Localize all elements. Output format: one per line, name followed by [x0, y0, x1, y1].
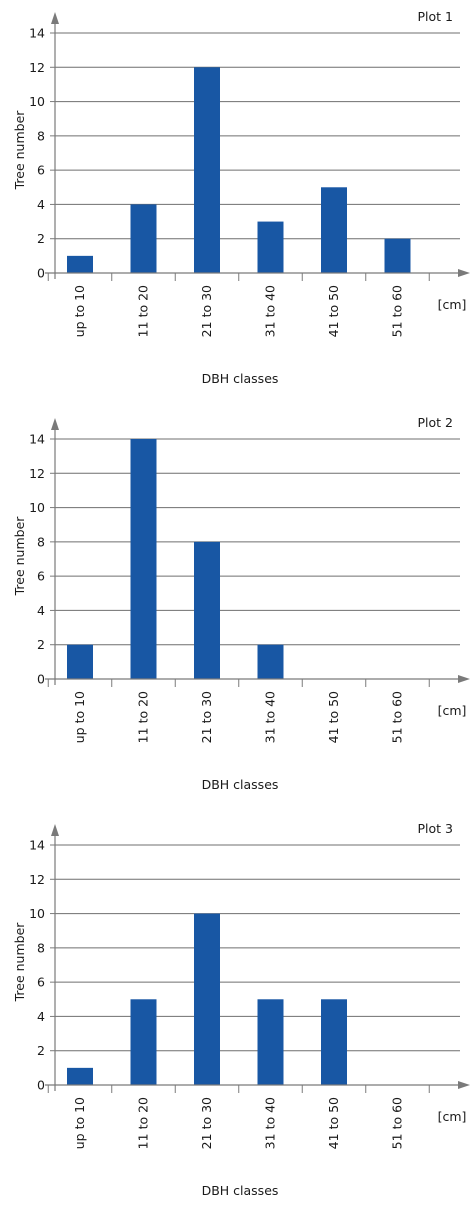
bar-11-to-20: [130, 439, 157, 679]
y-tick-label: 4: [37, 1009, 45, 1024]
x-tick-label: up to 10: [72, 1097, 87, 1149]
chart-title: Plot 1: [418, 9, 454, 24]
bar-up-to-10: [67, 1067, 93, 1085]
x-tick-label: 41 to 50: [326, 285, 341, 337]
y-axis-arrow-icon: [51, 12, 59, 24]
gridlines: [55, 32, 460, 240]
bar-31-to-40: [257, 999, 284, 1085]
y-tick-label: 2: [37, 637, 45, 652]
bars: [67, 439, 284, 679]
x-axis-title: DBH classes: [202, 777, 279, 792]
y-tick-label: 14: [29, 838, 45, 853]
x-tick-labels: up to 10 11 to 20 21 to 30 31 to 40 41 to 50…: [72, 1097, 405, 1149]
bar-31-to-40: [257, 221, 284, 273]
bar-chart-plot-3: 0 2 4 6 8 10 12 14 up to 10 11 to 20 21 to 30 31 to…: [12, 821, 470, 1198]
y-tick-labels: 0 2 4 6 8 10 12 14: [29, 838, 55, 1093]
y-axis-arrow-icon: [51, 418, 59, 430]
bar-41-to-50: [321, 999, 347, 1085]
y-tick-label: 6: [37, 569, 45, 584]
x-tick-label: up to 10: [72, 691, 87, 743]
y-tick-label: 12: [29, 872, 45, 887]
y-tick-label: 4: [37, 603, 45, 618]
x-tick-label: 31 to 40: [263, 691, 278, 743]
y-tick-label: 10: [29, 94, 45, 109]
x-tick-label: 41 to 50: [326, 1097, 341, 1149]
y-tick-label: 8: [37, 940, 45, 955]
x-tick-label: 21 to 30: [199, 285, 214, 337]
y-tick-label: 4: [37, 197, 45, 212]
bar-21-to-30: [194, 913, 220, 1085]
x-axis-title: DBH classes: [202, 371, 279, 386]
x-tick-marks: [47, 273, 430, 281]
y-tick-label: 2: [37, 1043, 45, 1058]
x-tick-label: 31 to 40: [263, 1097, 278, 1149]
x-unit-label: [cm]: [438, 297, 467, 312]
bar-11-to-20: [130, 999, 157, 1085]
x-axis-title: DBH classes: [202, 1183, 279, 1198]
bar-51-to-60: [384, 238, 411, 273]
bar-chart-plot-1: 0 2 4 6 8 10 12 14 up to 10 11 to 20 21 to 30 31 to…: [12, 9, 470, 386]
y-tick-label: 14: [29, 26, 45, 41]
x-tick-marks: [47, 1085, 430, 1093]
x-tick-label: 51 to 60: [390, 285, 405, 337]
y-tick-label: 0: [37, 672, 45, 687]
y-tick-label: 12: [29, 466, 45, 481]
y-tick-label: 0: [37, 1078, 45, 1093]
x-tick-label: 41 to 50: [326, 691, 341, 743]
y-tick-label: 0: [37, 266, 45, 281]
gridlines: [55, 438, 460, 646]
x-tick-label: 51 to 60: [390, 1097, 405, 1149]
y-tick-label: 10: [29, 500, 45, 515]
bar-21-to-30: [194, 541, 220, 679]
x-tick-label: 21 to 30: [199, 1097, 214, 1149]
bar-chart-plot-2: 0 2 4 6 8 10 12 14 up to 10 11 to 20 21 to 30 31 to…: [12, 415, 470, 792]
x-tick-label: 51 to 60: [390, 691, 405, 743]
bars: [67, 67, 411, 274]
y-tick-label: 12: [29, 60, 45, 75]
bar-11-to-20: [130, 204, 157, 273]
y-tick-label: 6: [37, 975, 45, 990]
x-tick-marks: [47, 679, 430, 687]
x-tick-labels: up to 10 11 to 20 21 to 30 31 to 40 41 to 50…: [72, 285, 405, 337]
y-axis-title: Tree number: [12, 922, 27, 1003]
x-tick-label: 21 to 30: [199, 691, 214, 743]
x-axis-arrow-icon: [458, 1081, 470, 1089]
x-tick-label: up to 10: [72, 285, 87, 337]
y-axis-title: Tree number: [12, 110, 27, 191]
y-tick-label: 14: [29, 432, 45, 447]
x-tick-label: 11 to 20: [136, 1097, 151, 1149]
x-unit-label: [cm]: [438, 1109, 467, 1124]
y-tick-labels: 0 2 4 6 8 10 12 14: [29, 26, 55, 281]
y-tick-labels: 0 2 4 6 8 10 12 14: [29, 432, 55, 687]
y-tick-label: 8: [37, 534, 45, 549]
x-tick-label: 31 to 40: [263, 285, 278, 337]
y-tick-label: 10: [29, 906, 45, 921]
x-unit-label: [cm]: [438, 703, 467, 718]
x-tick-label: 11 to 20: [136, 285, 151, 337]
chart-title: Plot 2: [418, 415, 454, 430]
x-tick-labels: up to 10 11 to 20 21 to 30 31 to 40 41 to 50…: [72, 691, 405, 743]
bar-41-to-50: [321, 187, 347, 273]
y-axis-title: Tree number: [12, 516, 27, 597]
bar-up-to-10: [67, 644, 93, 679]
bar-21-to-30: [194, 67, 220, 274]
y-tick-label: 8: [37, 128, 45, 143]
bars: [67, 913, 347, 1085]
bar-31-to-40: [257, 644, 284, 679]
x-tick-label: 11 to 20: [136, 691, 151, 743]
chart-title: Plot 3: [418, 821, 454, 836]
y-tick-label: 6: [37, 163, 45, 178]
x-axis-arrow-icon: [458, 675, 470, 683]
y-tick-label: 2: [37, 231, 45, 246]
y-axis-arrow-icon: [51, 824, 59, 836]
x-axis-arrow-icon: [458, 269, 470, 277]
bar-up-to-10: [67, 255, 93, 273]
